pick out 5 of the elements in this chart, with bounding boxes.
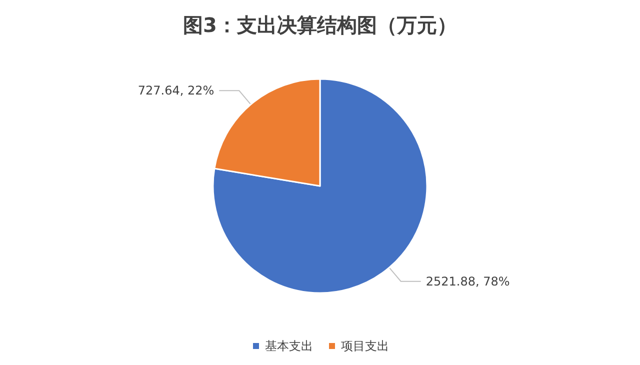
legend-label: 基本支出	[265, 339, 313, 353]
legend-label: 项目支出	[341, 339, 389, 353]
data-label: 2521.88, 78%	[426, 274, 510, 288]
data-label: 727.64, 22%	[138, 84, 214, 98]
chart-title: 图3：支出决算结构图（万元）	[183, 13, 457, 37]
